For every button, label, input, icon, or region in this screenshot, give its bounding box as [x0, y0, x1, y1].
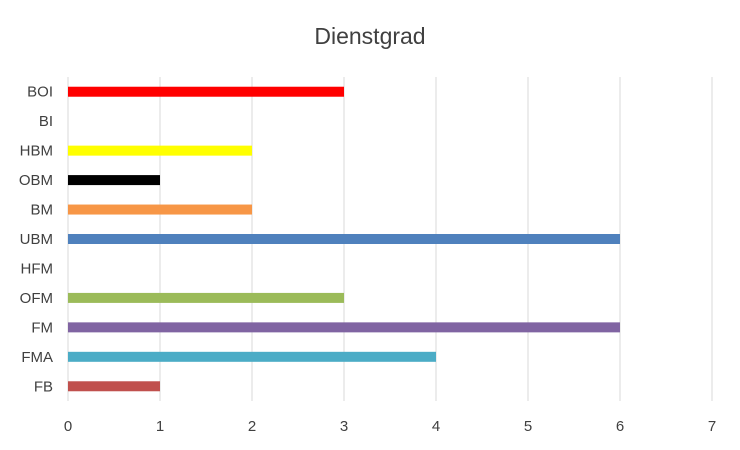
- category-axis: FB FMA FM OFM HFM UBM BM OBM HBM BI BOI: [19, 84, 53, 396]
- y-tick-label: OFM: [20, 290, 53, 307]
- x-tick-label: 3: [340, 418, 348, 435]
- y-tick-label: HFM: [21, 260, 54, 277]
- x-tick-label: 1: [156, 418, 164, 435]
- bar-obm: [68, 175, 160, 186]
- y-tick-label: BI: [39, 113, 53, 130]
- y-tick-label: FM: [31, 319, 53, 336]
- x-tick-label: 2: [248, 418, 256, 435]
- y-tick-label: UBM: [20, 231, 53, 248]
- x-tick-label: 7: [708, 418, 716, 435]
- y-tick-label: FMA: [21, 349, 53, 366]
- bar-ubm: [68, 234, 620, 244]
- bar-bm: [68, 204, 252, 215]
- bar-boi: [68, 86, 344, 97]
- chart-title: Dienstgrad: [314, 23, 425, 49]
- bar-fb: [68, 381, 160, 392]
- y-tick-label: OBM: [19, 172, 53, 189]
- bar-fma: [68, 351, 436, 362]
- y-tick-label: BOI: [27, 84, 53, 101]
- x-tick-label: 4: [432, 418, 440, 435]
- bar-ofm: [68, 292, 344, 303]
- x-tick-label: 6: [616, 418, 624, 435]
- chart-bars: [68, 86, 620, 392]
- x-tick-label: 5: [524, 418, 532, 435]
- x-tick-label: 0: [64, 418, 72, 435]
- y-tick-label: BM: [31, 202, 54, 219]
- bar-hbm: [68, 145, 252, 156]
- y-tick-label: HBM: [20, 143, 53, 160]
- y-tick-label: FB: [34, 378, 53, 395]
- bar-fm: [68, 322, 620, 333]
- value-axis: 0 1 2 3 4 5 6 7: [64, 418, 716, 435]
